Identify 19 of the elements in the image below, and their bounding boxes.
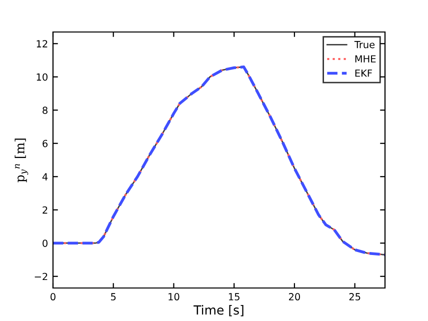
x-tick-label: 0 bbox=[50, 293, 56, 300]
x-tick-label: 20 bbox=[288, 293, 300, 300]
x-tick-label: 15 bbox=[228, 293, 240, 300]
y-tick-label: 8 bbox=[42, 106, 48, 114]
legend-label: MHE bbox=[355, 55, 376, 62]
y-tick-label: 12 bbox=[36, 40, 48, 48]
y-tick-label: −2 bbox=[34, 272, 48, 280]
y-tick-label: 4 bbox=[42, 173, 48, 180]
x-tick-label: 10 bbox=[168, 293, 180, 300]
y-tick-label: 0 bbox=[42, 240, 48, 247]
y-axis-title: p$_{y}$$^{n}$ [m] bbox=[14, 138, 28, 182]
x-axis-title: Time [s] bbox=[194, 305, 244, 316]
y-tick-label: 10 bbox=[36, 73, 48, 81]
legend-label: EKF bbox=[355, 70, 372, 77]
y-tick-label: 2 bbox=[42, 206, 48, 214]
legend-label: True bbox=[354, 41, 375, 48]
x-tick-label: 25 bbox=[349, 293, 360, 300]
y-tick-label: 6 bbox=[42, 140, 48, 148]
x-tick-label: 5 bbox=[111, 293, 116, 300]
